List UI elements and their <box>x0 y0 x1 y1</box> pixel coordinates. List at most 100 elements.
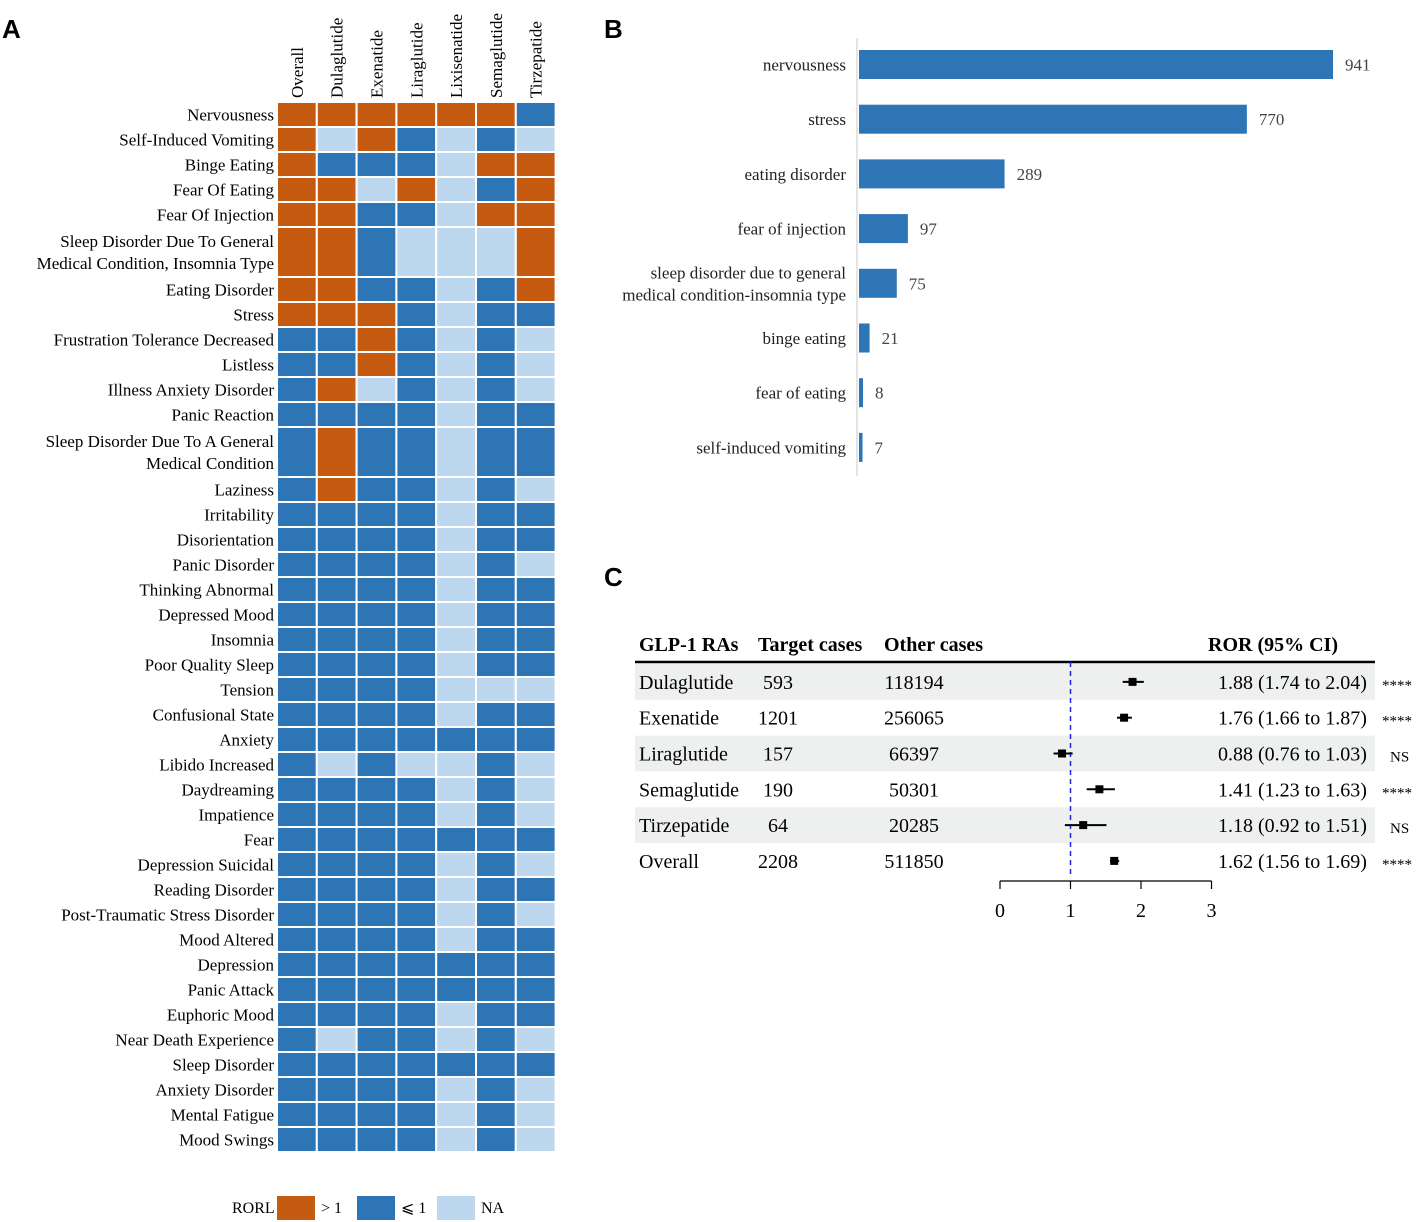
heatmap-cell <box>435 951 478 978</box>
heatmap-cell <box>435 201 478 228</box>
heatmap-cell <box>395 176 438 203</box>
heatmap-cell <box>514 176 557 203</box>
forest-plot: GLP‑1 RAs Target cases Other cases ROR (95%… <box>635 634 1412 922</box>
heatmap-cell <box>475 101 517 128</box>
heatmap-cell <box>435 226 478 278</box>
heatmap-cell <box>514 226 557 278</box>
heatmap-cell <box>435 151 478 178</box>
heatmap-cell <box>514 851 557 878</box>
heatmap-cell <box>435 851 478 878</box>
heatmap-cell <box>355 901 398 928</box>
heatmap-cell <box>475 401 517 428</box>
heatmap-cell <box>435 751 478 778</box>
heatmap-cell <box>475 476 517 503</box>
heatmap-cell <box>435 301 478 328</box>
heatmap-cell <box>475 226 517 278</box>
heatmap-row-label: Binge Eating <box>185 156 275 175</box>
forest-target-cases: 157 <box>763 744 793 766</box>
heatmap-cell <box>276 401 318 428</box>
heatmap-row-label: Medical Condition <box>146 454 274 473</box>
heatmap-cell <box>276 201 318 228</box>
heatmap-cell <box>276 1001 318 1028</box>
heatmap-cell <box>315 301 358 328</box>
heatmap-cell <box>315 751 358 778</box>
heatmap-cell <box>395 1101 438 1128</box>
heatmap-cell <box>355 601 398 628</box>
heatmap-cell <box>475 526 517 553</box>
heatmap-cell <box>514 801 557 828</box>
forest-point <box>1058 749 1067 758</box>
heatmap-cell <box>475 126 517 153</box>
heatmap-column-label: Exenatide <box>368 30 387 98</box>
heatmap-cell <box>355 501 398 528</box>
bar-value-label: 7 <box>875 438 884 457</box>
heatmap-cell <box>355 951 398 978</box>
heatmap-cell <box>355 276 398 303</box>
bar <box>859 159 1005 189</box>
heatmap-cell <box>395 851 438 878</box>
heatmap-cell <box>435 601 478 628</box>
forest-target-cases: 1201 <box>758 708 798 730</box>
bar <box>859 432 863 462</box>
heatmap-cell <box>315 651 358 678</box>
heatmap-cell <box>355 626 398 653</box>
heatmap-cell <box>355 101 398 128</box>
heatmap-cell <box>355 301 398 328</box>
forest-x-tick-label: 3 <box>1207 900 1217 922</box>
heatmap-cell <box>395 426 438 478</box>
bar-category-label: fear of eating <box>755 384 846 403</box>
heatmap-row-label: Mood Swings <box>179 1131 274 1150</box>
heatmap-cell <box>475 901 517 928</box>
heatmap-cell <box>276 951 318 978</box>
heatmap-cell <box>514 1101 557 1128</box>
heatmap-cell <box>395 226 438 278</box>
heatmap-cell <box>276 901 318 928</box>
heatmap-cell <box>435 526 478 553</box>
heatmap-cell <box>355 176 398 203</box>
heatmap-cell <box>315 926 358 953</box>
heatmap-row-label: Tension <box>220 681 274 700</box>
heatmap-cell <box>315 851 358 878</box>
heatmap-cell <box>514 1126 557 1153</box>
heatmap-cell <box>514 326 557 353</box>
heatmap-cell <box>435 976 478 1003</box>
heatmap-cell <box>315 876 358 903</box>
heatmap-cell <box>395 1076 438 1103</box>
heatmap-cell <box>276 301 318 328</box>
heatmap-cell <box>395 726 438 753</box>
heatmap-cell <box>355 376 398 403</box>
heatmap-cell <box>276 501 318 528</box>
bar-value-label: 770 <box>1259 110 1285 129</box>
heatmap-cell <box>475 1126 517 1153</box>
heatmap-cell <box>475 851 517 878</box>
heatmap-cell <box>276 826 318 853</box>
heatmap-cell <box>355 1026 398 1053</box>
forest-drug-name: Dulaglutide <box>639 672 734 694</box>
forest-ror-text: 1.76 (1.66 to 1.87) <box>1218 708 1367 730</box>
heatmap-cell <box>315 426 358 478</box>
heatmap-cell <box>395 126 438 153</box>
heatmap-cell <box>475 351 517 378</box>
heatmap-cell <box>276 876 318 903</box>
heatmap-row-label: Mood Altered <box>179 931 274 950</box>
heatmap-cell <box>315 151 358 178</box>
heatmap-cell <box>276 676 318 703</box>
heatmap-cell <box>435 726 478 753</box>
heatmap-cell <box>475 751 517 778</box>
heatmap-cell <box>395 701 438 728</box>
bar-category-label: medical condition-insomnia type <box>622 285 846 304</box>
heatmap-cell <box>315 126 358 153</box>
heatmap-cell <box>514 576 557 603</box>
heatmap-cell <box>395 801 438 828</box>
bar-value-label: 21 <box>882 329 899 348</box>
heatmap-row-label: Fear <box>244 831 275 850</box>
heatmap-cell <box>395 576 438 603</box>
heatmap-cell <box>395 901 438 928</box>
heatmap-cell <box>276 1026 318 1053</box>
bar-category-label: stress <box>808 110 846 129</box>
bar-value-label: 289 <box>1017 165 1043 184</box>
heatmap-cell <box>514 1026 557 1053</box>
heatmap-cell <box>315 976 358 1003</box>
heatmap-cell <box>514 776 557 803</box>
heatmap-cell <box>276 551 318 578</box>
